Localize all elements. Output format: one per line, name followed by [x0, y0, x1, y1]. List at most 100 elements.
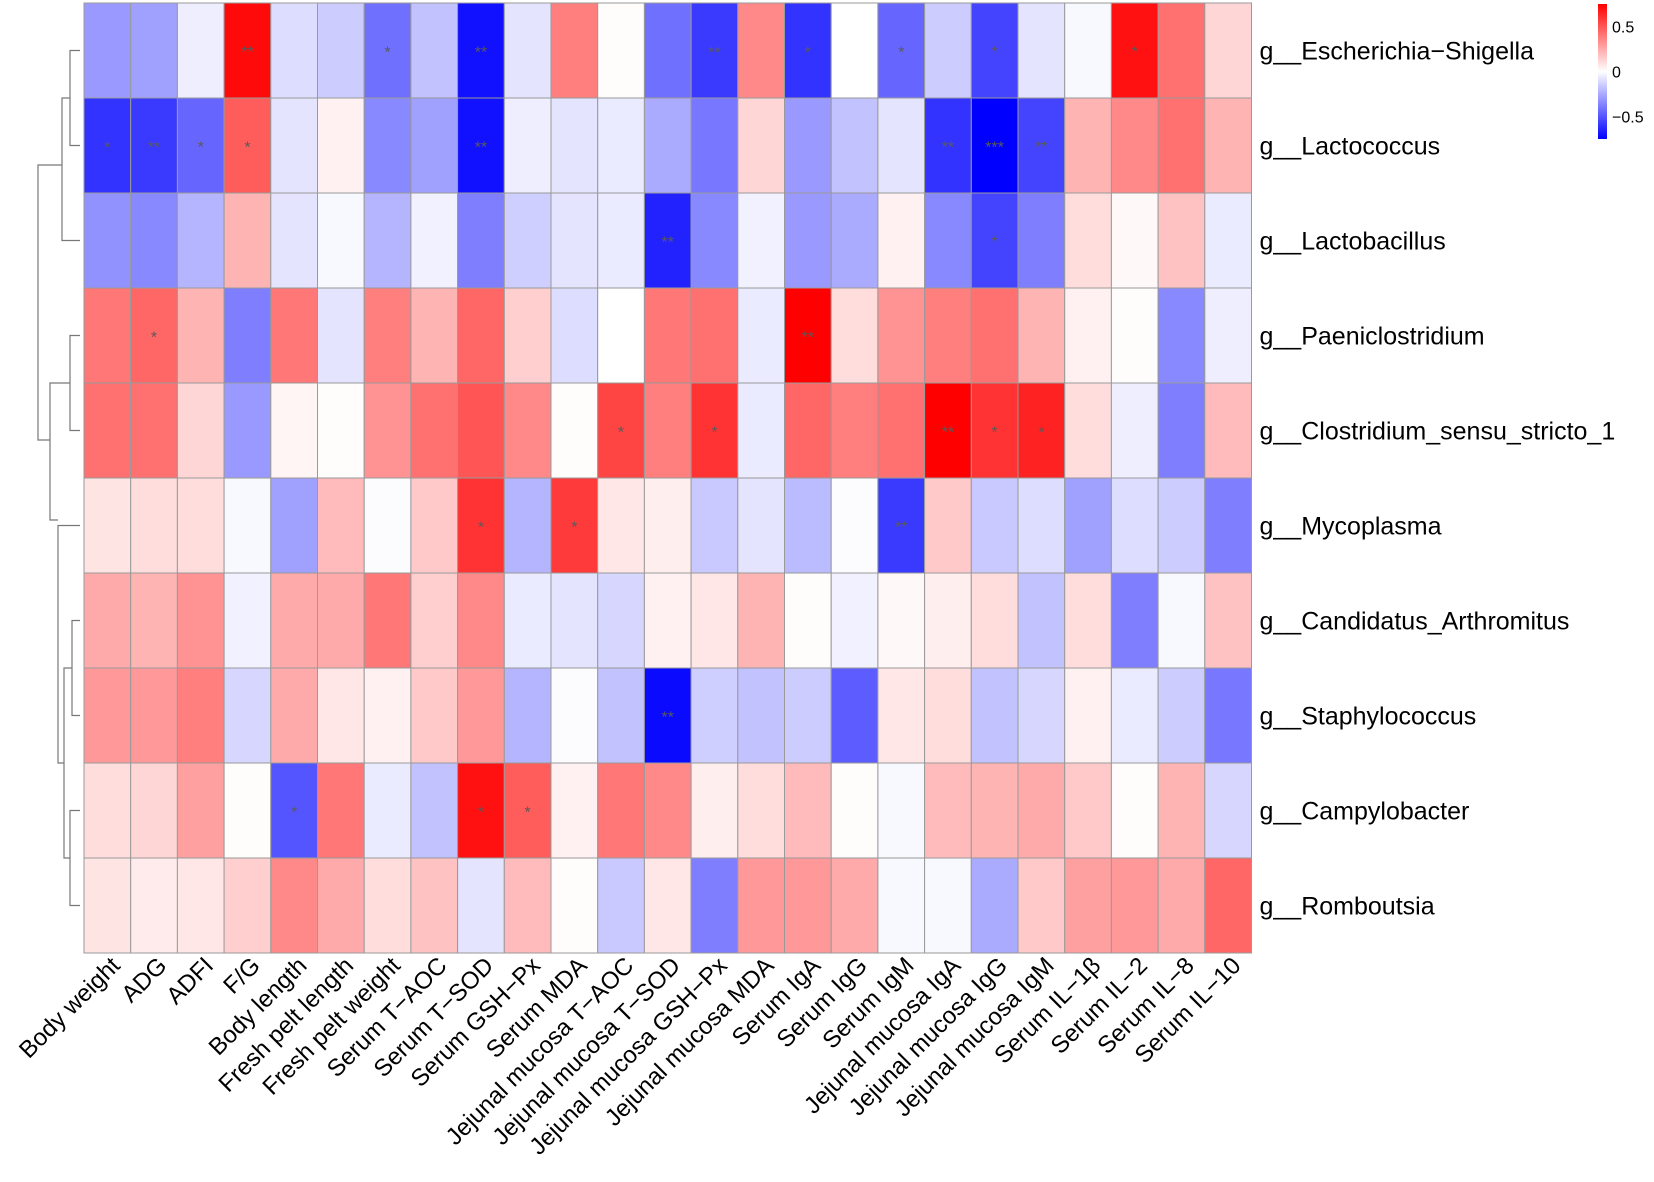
heatmap-cell	[1110, 192, 1159, 289]
heatmap-cell	[457, 572, 505, 669]
heatmap-cell	[597, 572, 645, 669]
heatmap-cell	[737, 762, 785, 859]
heatmap-cell	[83, 857, 132, 954]
heatmap-cell	[223, 857, 272, 954]
heatmap-cell	[176, 762, 225, 859]
heatmap-cell	[83, 572, 132, 669]
heatmap-cell	[597, 2, 645, 99]
heatmap-cell	[457, 857, 505, 954]
heatmap-cell	[643, 287, 692, 384]
heatmap-cell	[690, 857, 739, 954]
heatmap-cell	[830, 2, 879, 99]
heatmap-cell	[317, 477, 365, 574]
significance-marker: *	[478, 805, 484, 822]
heatmap-cell	[643, 572, 692, 669]
heatmap-cell	[83, 667, 132, 764]
heatmap-cell	[784, 477, 832, 574]
heatmap-cell	[410, 382, 459, 479]
heatmap-cell	[690, 97, 739, 194]
heatmap-cell	[317, 2, 365, 99]
heatmap-cell	[176, 2, 225, 99]
significance-marker: ***	[985, 140, 1004, 157]
heatmap-cell	[924, 477, 972, 574]
heatmap-cell	[1110, 857, 1159, 954]
significance-marker: *	[525, 805, 531, 822]
heatmap-cell	[1204, 572, 1253, 669]
column-label: ADG	[116, 952, 172, 1008]
heatmap-cell	[317, 762, 365, 859]
heatmap-cell	[1017, 2, 1066, 99]
row-dendrogram	[37, 49, 80, 907]
heatmap-cell	[877, 477, 926, 574]
heatmap-cell	[130, 667, 178, 764]
heatmap-cell	[457, 192, 505, 289]
heatmap-cell	[830, 477, 879, 574]
heatmap-cell	[1017, 667, 1066, 764]
dendrogram-branch	[37, 164, 62, 441]
heatmap-cell	[784, 762, 832, 859]
significance-marker: **	[475, 140, 487, 157]
dendrogram-branch	[63, 667, 72, 859]
heatmap-cell	[1017, 382, 1066, 479]
significance-markers: ** * ** ** * * * ** ** * * ** ** *** **** ** *** * ** * ** * *…	[104, 45, 1138, 822]
heatmap-cell	[457, 382, 505, 479]
heatmap-cell	[970, 97, 1019, 194]
heatmap-cell	[1157, 192, 1206, 289]
heatmap-cell	[597, 192, 645, 289]
heatmap-cell	[83, 2, 132, 99]
legend-tick-label: 0.5	[1612, 20, 1634, 37]
heatmap-cell	[877, 382, 926, 479]
heatmap-cell	[270, 192, 318, 289]
heatmap-cell	[223, 382, 272, 479]
heatmap-cell	[176, 192, 225, 289]
heatmap-cell	[1064, 857, 1112, 954]
heatmap-cell	[130, 97, 178, 194]
heatmap-cell	[737, 857, 785, 954]
heatmap-cell	[924, 2, 972, 99]
heatmap-cell	[1157, 857, 1206, 954]
heatmap-cell	[690, 667, 739, 764]
heatmap-cell	[830, 382, 879, 479]
heatmap-cell	[363, 477, 412, 574]
significance-marker: *	[618, 425, 624, 442]
heatmap-cell	[223, 667, 272, 764]
heatmap-cell	[83, 192, 132, 289]
heatmap-cell	[270, 762, 318, 859]
row-label: g__Campylobacter	[1260, 798, 1470, 826]
heatmap-cell	[270, 572, 318, 669]
heatmap-cell	[1110, 97, 1159, 194]
row-labels: g__Escherichia−Shigella g__Lactococcus g__…	[1260, 38, 1616, 921]
row-label: g__Lactobacillus	[1260, 228, 1446, 256]
heatmap-cell	[597, 667, 645, 764]
significance-marker: *	[711, 425, 717, 442]
heatmap-cell	[924, 667, 972, 764]
heatmap-cell	[1064, 762, 1112, 859]
heatmap-cell	[503, 287, 552, 384]
heatmap-cell	[270, 477, 318, 574]
heatmap-cell	[597, 857, 645, 954]
significance-marker: *	[478, 520, 484, 537]
heatmap-cell	[690, 762, 739, 859]
dendrogram-branch	[69, 334, 80, 432]
heatmap-cell	[877, 287, 926, 384]
heatmap-cell	[363, 857, 412, 954]
heatmap-cell	[223, 762, 272, 859]
heatmap-cell	[737, 667, 785, 764]
heatmap-cell	[176, 572, 225, 669]
heatmap-cell	[1204, 477, 1253, 574]
significance-marker: *	[992, 235, 998, 252]
heatmap-cell	[317, 382, 365, 479]
heatmap-cell	[550, 477, 599, 574]
dendrogram-branch	[71, 619, 80, 717]
heatmap-cell	[457, 287, 505, 384]
heatmap-cell	[830, 192, 879, 289]
heatmap-cell	[1204, 287, 1253, 384]
significance-marker: *	[384, 45, 390, 62]
heatmap-cell	[1204, 192, 1253, 289]
row-label: g__Candidatus_Arthromitus	[1260, 608, 1570, 636]
heatmap-cell	[550, 857, 599, 954]
heatmap-cell	[643, 382, 692, 479]
heatmap-cell	[83, 287, 132, 384]
significance-marker: *	[291, 805, 297, 822]
significance-marker: **	[942, 425, 954, 442]
